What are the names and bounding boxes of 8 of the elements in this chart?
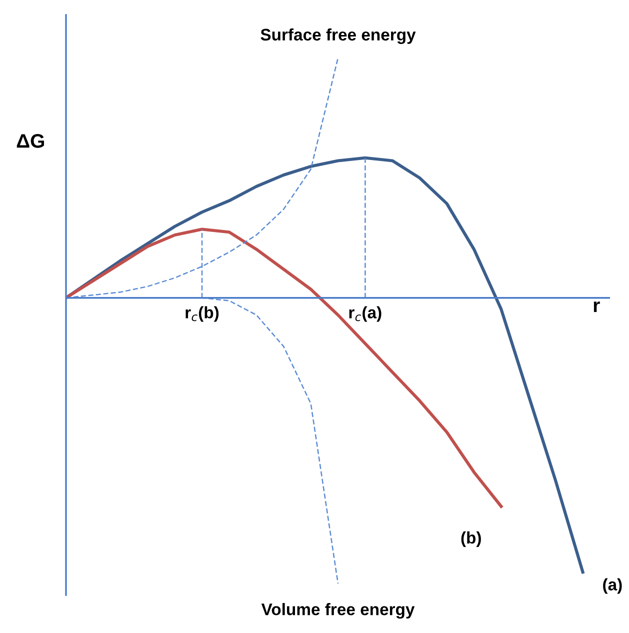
- annotation: r$_{c}$(b): [186, 306, 219, 322]
- y-axis-title: ΔG: [16, 134, 44, 148]
- x-axis-title: r: [594, 301, 600, 312]
- annotation: r$_{c}$(a): [349, 306, 382, 322]
- series-label: Volume free energy: [261, 603, 415, 619]
- series-label: (b): [461, 531, 481, 547]
- series-label: (a): [603, 578, 622, 594]
- series-label: Surface free energy: [260, 28, 416, 44]
